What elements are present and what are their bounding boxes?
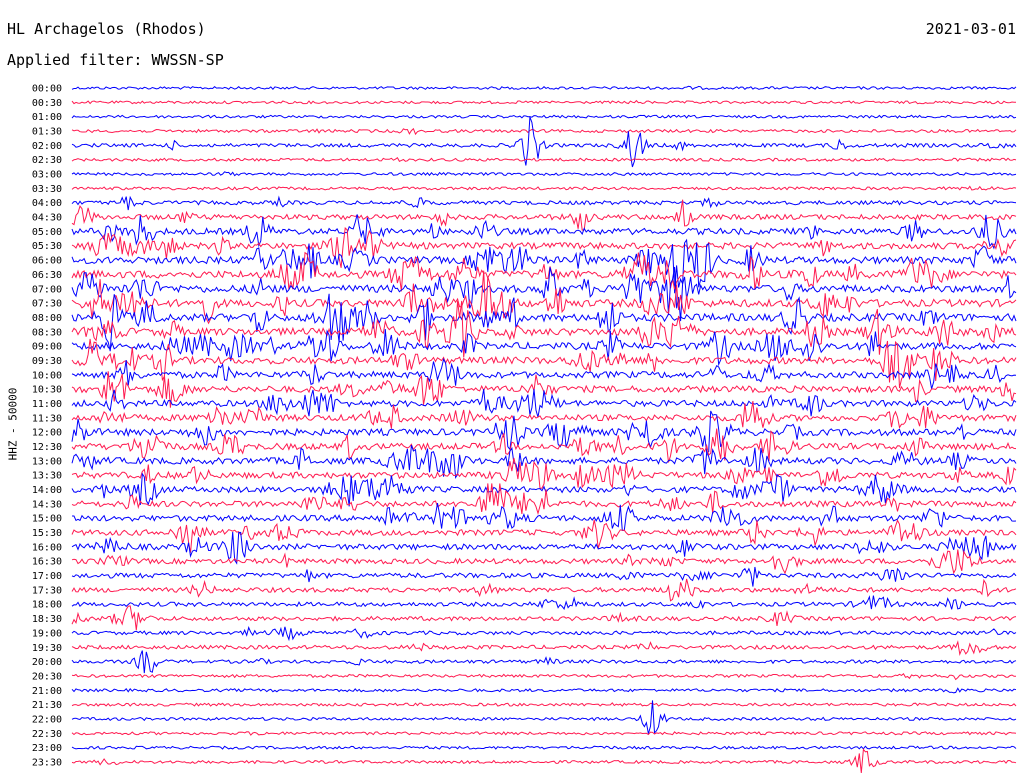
tick-label-12: 06:00 (32, 256, 62, 267)
tick-label-20: 10:00 (32, 370, 62, 381)
tick-label-3: 01:30 (32, 127, 62, 138)
tick-label-2: 01:00 (32, 112, 62, 123)
trace-row-22 (72, 389, 1016, 417)
trace-row-25 (72, 429, 1016, 463)
tick-label-6: 03:00 (32, 170, 62, 181)
tick-label-10: 05:00 (32, 227, 62, 238)
trace-row-3 (72, 129, 1016, 134)
tick-label-22: 11:00 (32, 399, 62, 410)
tick-label-40: 20:00 (32, 657, 62, 668)
trace-row-35 (72, 579, 1016, 601)
trace-row-9 (72, 200, 1016, 230)
tick-label-7: 03:30 (32, 184, 62, 195)
tick-label-41: 20:30 (32, 671, 62, 682)
tick-label-21: 10:30 (32, 385, 62, 396)
trace-row-7 (72, 186, 1016, 190)
tick-label-32: 16:00 (32, 542, 62, 553)
trace-row-46 (72, 746, 1016, 749)
tick-label-16: 08:00 (32, 313, 62, 324)
trace-row-2 (72, 115, 1016, 118)
tick-label-38: 19:00 (32, 628, 62, 639)
tick-label-13: 06:30 (32, 270, 62, 281)
seismic-traces (72, 86, 1016, 773)
tick-label-35: 17:30 (32, 585, 62, 596)
tick-label-44: 22:00 (32, 714, 62, 725)
trace-row-34 (72, 567, 1016, 587)
trace-row-42 (72, 688, 1016, 693)
trace-row-24 (72, 411, 1016, 453)
tick-label-26: 13:00 (32, 456, 62, 467)
tick-label-47: 23:30 (32, 757, 62, 768)
tick-label-24: 12:00 (32, 428, 62, 439)
tick-label-0: 00:00 (32, 84, 62, 95)
tick-label-8: 04:00 (32, 198, 62, 209)
trace-row-28 (72, 474, 1016, 507)
tick-label-15: 07:30 (32, 299, 62, 310)
tick-label-19: 09:30 (32, 356, 62, 367)
trace-row-1 (72, 101, 1016, 104)
tick-label-25: 12:30 (32, 442, 62, 453)
trace-row-43 (72, 703, 1016, 706)
tick-label-34: 17:00 (32, 571, 62, 582)
trace-row-39 (72, 642, 1016, 654)
trace-row-40 (72, 651, 1016, 674)
trace-row-6 (72, 172, 1016, 176)
tick-label-37: 18:30 (32, 614, 62, 625)
trace-row-32 (72, 532, 1016, 563)
tick-label-33: 16:30 (32, 557, 62, 568)
tick-labels: 00:00 00:30 01:00 01:30 02:00 02:30 03:00 03:30… (32, 84, 62, 769)
trace-row-37 (72, 606, 1016, 630)
trace-row-20 (72, 359, 1016, 389)
tick-label-11: 05:30 (32, 241, 62, 252)
trace-row-23 (72, 401, 1016, 428)
trace-row-0 (72, 86, 1016, 89)
trace-row-13 (72, 253, 1016, 292)
trace-row-41 (72, 674, 1016, 680)
trace-row-8 (72, 197, 1016, 211)
tick-label-45: 22:30 (32, 729, 62, 740)
trace-row-5 (72, 158, 1016, 162)
trace-row-19 (72, 339, 1016, 388)
tick-label-46: 23:00 (32, 743, 62, 754)
tick-label-36: 18:00 (32, 600, 62, 611)
tick-label-27: 13:30 (32, 471, 62, 482)
tick-label-1: 00:30 (32, 98, 62, 109)
tick-label-4: 02:00 (32, 141, 62, 152)
tick-label-23: 11:30 (32, 413, 62, 424)
tick-label-30: 15:00 (32, 514, 62, 525)
tick-label-5: 02:30 (32, 155, 62, 166)
tick-label-17: 08:30 (32, 327, 62, 338)
tick-label-9: 04:30 (32, 213, 62, 224)
tick-label-39: 19:30 (32, 643, 62, 654)
trace-row-45 (72, 732, 1016, 735)
tick-label-28: 14:00 (32, 485, 62, 496)
tick-label-29: 14:30 (32, 499, 62, 510)
tick-label-14: 07:00 (32, 284, 62, 295)
tick-label-43: 21:30 (32, 700, 62, 711)
trace-row-31 (72, 520, 1016, 553)
trace-row-36 (72, 596, 1016, 610)
tick-label-18: 09:00 (32, 342, 62, 353)
tick-label-31: 15:30 (32, 528, 62, 539)
trace-row-47 (72, 749, 1016, 773)
tick-label-42: 21:00 (32, 686, 62, 697)
trace-row-33 (72, 550, 1016, 574)
trace-row-38 (72, 627, 1016, 640)
